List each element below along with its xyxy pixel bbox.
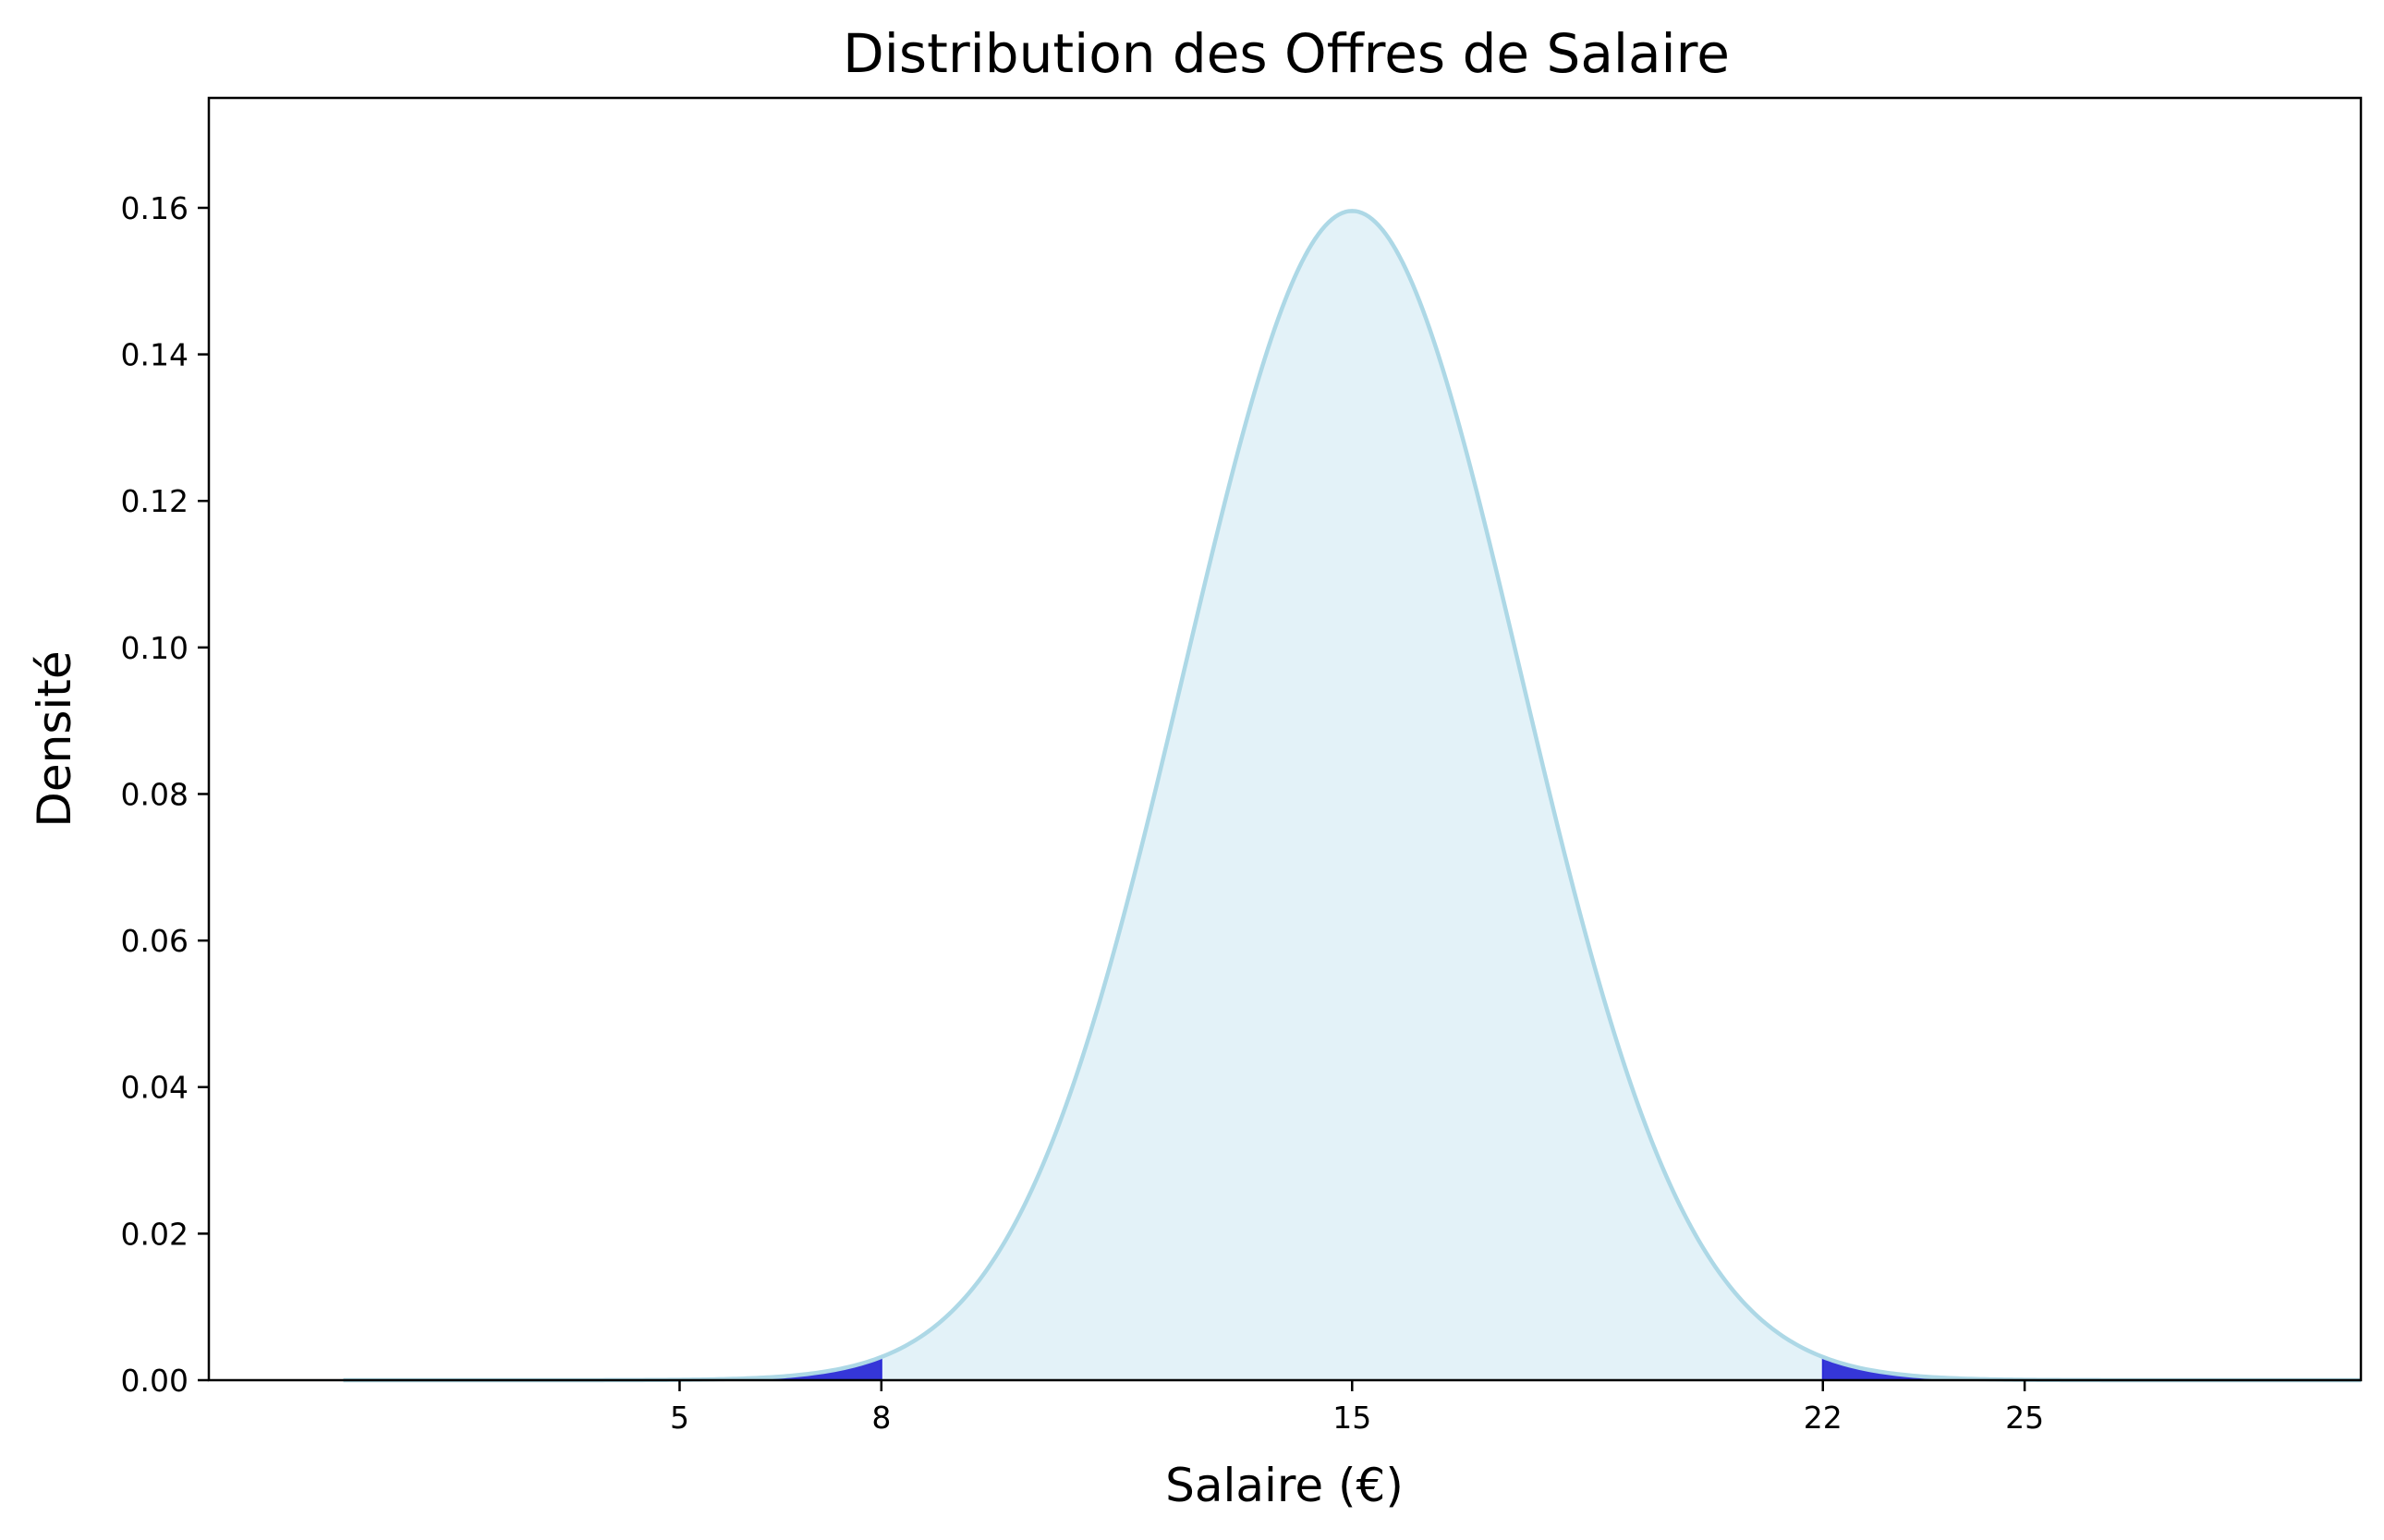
chart-title: Distribution des Offres de Salaire bbox=[843, 22, 1730, 85]
y-tick-label: 0.14 bbox=[121, 337, 189, 373]
density-fill-area bbox=[343, 211, 2361, 1381]
x-tick-label: 22 bbox=[1804, 1400, 1843, 1436]
y-axis-title: Densité bbox=[28, 650, 81, 827]
x-axis: 5 8 15 22 25 bbox=[670, 1380, 2044, 1436]
x-axis-title: Salaire (€) bbox=[1165, 1459, 1404, 1512]
y-tick-label: 0.12 bbox=[121, 483, 189, 519]
y-tick-label: 0.00 bbox=[121, 1363, 189, 1399]
x-tick-label: 5 bbox=[670, 1400, 689, 1436]
x-tick-label: 15 bbox=[1332, 1400, 1371, 1436]
axes-frame bbox=[207, 96, 2363, 1382]
y-tick-label: 0.06 bbox=[121, 923, 189, 959]
y-tick-label: 0.16 bbox=[121, 190, 189, 226]
y-tick-label: 0.10 bbox=[121, 630, 189, 666]
y-axis: 0.00 0.02 0.04 0.06 0.08 0.10 0.12 0.14 0.16 bbox=[121, 190, 209, 1399]
y-tick-label: 0.08 bbox=[121, 776, 189, 812]
x-tick-label: 8 bbox=[871, 1400, 891, 1436]
y-tick-label: 0.04 bbox=[121, 1070, 189, 1106]
y-tick-label: 0.02 bbox=[121, 1216, 189, 1252]
x-tick-label: 25 bbox=[2005, 1400, 2044, 1436]
